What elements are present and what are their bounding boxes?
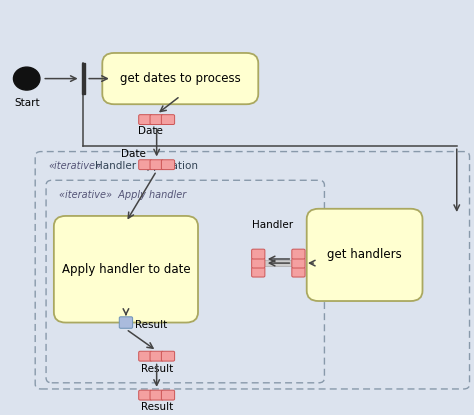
Text: Result: Result	[140, 364, 173, 374]
Text: Result: Result	[140, 403, 173, 413]
FancyBboxPatch shape	[150, 390, 163, 400]
Text: «iterative»: «iterative»	[48, 161, 101, 171]
FancyBboxPatch shape	[119, 317, 133, 328]
FancyBboxPatch shape	[161, 351, 174, 361]
Text: Apply handler to date: Apply handler to date	[62, 263, 190, 276]
FancyBboxPatch shape	[252, 267, 265, 277]
Text: Result: Result	[136, 320, 168, 330]
FancyBboxPatch shape	[292, 258, 305, 268]
FancyBboxPatch shape	[150, 115, 163, 124]
FancyBboxPatch shape	[54, 216, 198, 322]
FancyBboxPatch shape	[292, 249, 305, 259]
FancyBboxPatch shape	[150, 351, 163, 361]
FancyBboxPatch shape	[292, 267, 305, 277]
FancyBboxPatch shape	[102, 53, 258, 104]
FancyBboxPatch shape	[252, 258, 265, 268]
Text: Handler: Handler	[252, 220, 293, 230]
Text: Date: Date	[121, 149, 146, 159]
Text: «iterative»  Apply handler: «iterative» Apply handler	[59, 190, 186, 200]
FancyBboxPatch shape	[139, 351, 152, 361]
FancyBboxPatch shape	[161, 160, 174, 170]
Text: Start: Start	[14, 98, 39, 108]
FancyBboxPatch shape	[264, 260, 293, 266]
Text: Date: Date	[138, 126, 163, 136]
Circle shape	[13, 67, 40, 90]
Text: Handler Application: Handler Application	[95, 161, 198, 171]
FancyBboxPatch shape	[252, 249, 265, 259]
Bar	[82, 63, 85, 94]
FancyBboxPatch shape	[161, 115, 174, 124]
FancyBboxPatch shape	[139, 160, 152, 170]
Text: get handlers: get handlers	[327, 249, 402, 261]
FancyBboxPatch shape	[139, 390, 152, 400]
FancyBboxPatch shape	[307, 209, 422, 301]
FancyBboxPatch shape	[161, 390, 174, 400]
FancyBboxPatch shape	[139, 115, 152, 124]
Text: get dates to process: get dates to process	[120, 72, 241, 85]
FancyBboxPatch shape	[150, 160, 163, 170]
